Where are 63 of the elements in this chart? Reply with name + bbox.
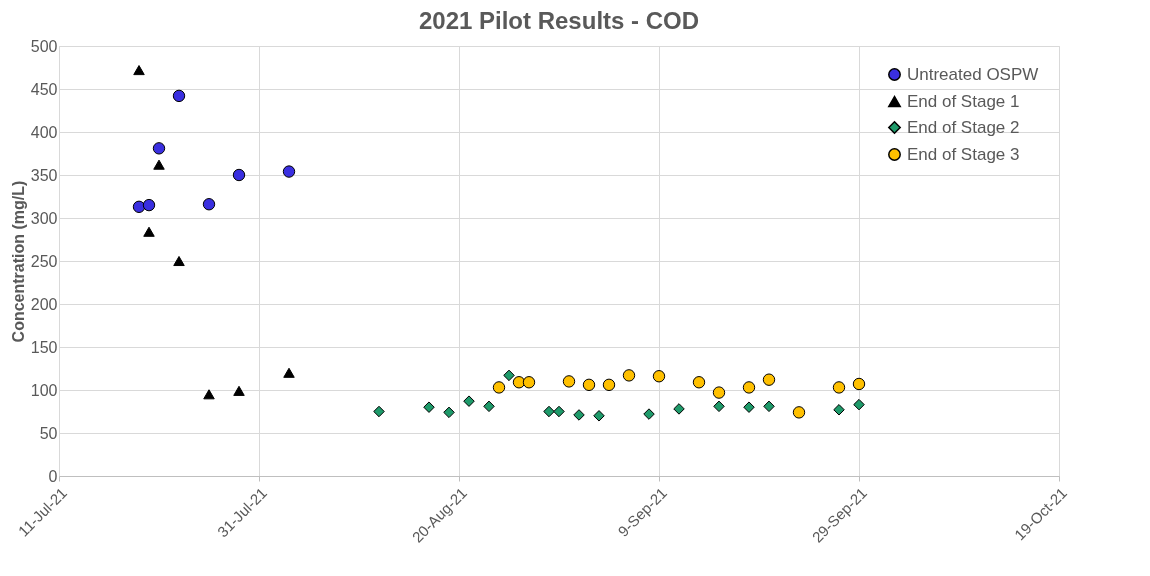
point [132, 200, 146, 214]
legend-label: End of Stage 2 [907, 117, 1020, 137]
point [522, 376, 536, 389]
y-tick-label: 300 [30, 209, 58, 227]
point [202, 198, 216, 211]
y-tick-label: 100 [30, 381, 58, 399]
point [593, 410, 605, 422]
y-tick-label: 500 [30, 37, 58, 55]
point [852, 377, 866, 391]
point [792, 406, 806, 419]
point [153, 159, 165, 170]
y-axis-title: Concentration (mg/L) [9, 180, 27, 343]
point [763, 400, 775, 413]
y-tick-label: 50 [39, 424, 58, 442]
point [492, 381, 506, 394]
point [143, 226, 155, 237]
point [742, 381, 756, 394]
chart-title: 2021 Pilot Results - COD [418, 7, 700, 34]
point [173, 255, 185, 267]
point [712, 386, 726, 399]
point [133, 65, 145, 76]
y-tick-label: 250 [30, 252, 58, 270]
point [233, 385, 245, 396]
y-tick-label: 0 [48, 467, 58, 485]
y-tick-label: 350 [30, 166, 58, 184]
point [673, 403, 685, 415]
y-tick-label: 400 [30, 123, 58, 141]
point [203, 389, 215, 400]
point [503, 369, 515, 382]
point [762, 373, 776, 386]
point [562, 375, 576, 388]
point [172, 89, 186, 103]
point [652, 370, 666, 383]
y-tick-label: 150 [30, 338, 58, 356]
point [582, 378, 596, 392]
y-tick-label: 450 [30, 80, 58, 98]
point [553, 405, 565, 418]
point [282, 165, 296, 178]
point [573, 409, 585, 421]
point [232, 168, 246, 182]
point [512, 376, 526, 389]
point [423, 401, 435, 413]
point [483, 400, 495, 413]
point [283, 367, 295, 378]
point [853, 398, 865, 411]
point [692, 376, 706, 389]
point [832, 381, 846, 394]
point [713, 400, 725, 413]
point [443, 406, 455, 419]
point [833, 404, 845, 416]
point [373, 405, 385, 418]
point [543, 405, 555, 418]
legend-label: End of Stage 3 [907, 144, 1020, 164]
point [602, 378, 616, 392]
legend-label: End of Stage 1 [907, 91, 1020, 111]
point [622, 369, 636, 382]
point [463, 395, 475, 407]
point [142, 198, 156, 212]
point [152, 142, 166, 155]
point [743, 401, 755, 413]
legend-label: Untreated OSPW [907, 64, 1039, 84]
y-tick-label: 200 [30, 295, 58, 313]
point [643, 408, 655, 420]
